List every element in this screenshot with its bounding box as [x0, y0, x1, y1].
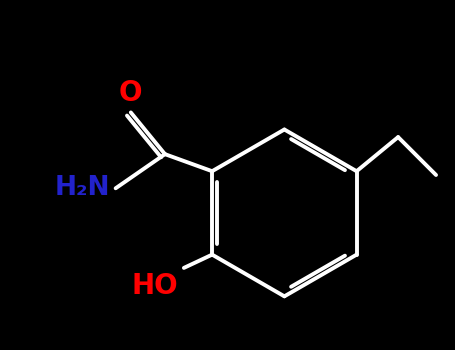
Text: H₂N: H₂N [55, 175, 110, 201]
Text: HO: HO [131, 272, 178, 300]
Text: O: O [119, 79, 142, 107]
